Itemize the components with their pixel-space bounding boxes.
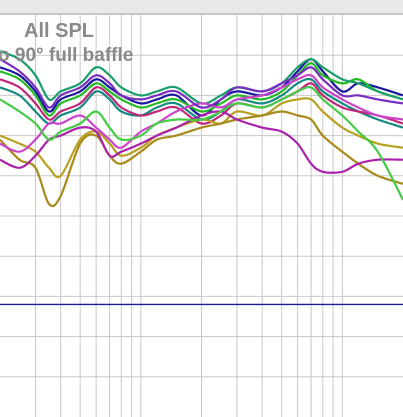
chart-subtitle: o 90° full baffle [0, 45, 133, 66]
grid [0, 15, 403, 417]
series-line-8 [0, 110, 403, 174]
series-line-10 [0, 85, 403, 201]
chart-title: All SPL [24, 20, 94, 42]
series-line-6 [0, 97, 403, 179]
series-line-9 [0, 73, 403, 153]
series-line-11 [0, 58, 403, 109]
series-line-7 [0, 110, 403, 208]
series-line-5 [0, 78, 403, 125]
series-group [0, 50, 403, 208]
series-line-3 [0, 50, 403, 105]
top-border [0, 0, 403, 14]
series-line-4 [0, 77, 403, 129]
